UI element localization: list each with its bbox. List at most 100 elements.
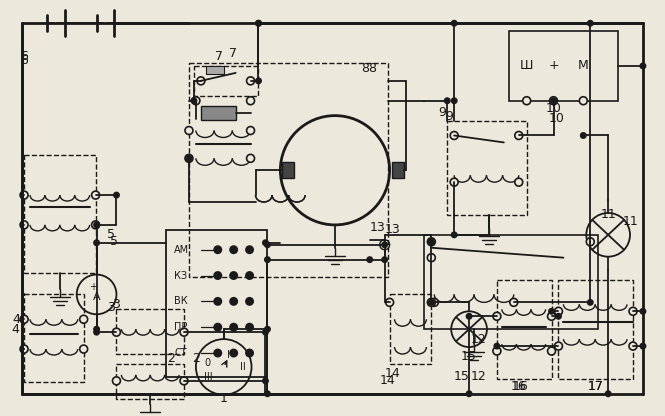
Text: 2: 2	[192, 352, 200, 366]
Circle shape	[247, 126, 255, 134]
Text: ВК: ВК	[174, 296, 188, 306]
Circle shape	[430, 298, 438, 306]
Circle shape	[548, 308, 555, 315]
Text: 17: 17	[587, 380, 603, 393]
Circle shape	[264, 326, 271, 333]
Text: 3: 3	[112, 298, 120, 311]
Circle shape	[213, 271, 222, 280]
Circle shape	[92, 191, 100, 199]
Text: I: I	[227, 350, 230, 360]
Bar	[448, 121, 527, 215]
Circle shape	[245, 271, 254, 280]
Text: 13: 13	[370, 221, 386, 234]
Circle shape	[366, 256, 373, 263]
Circle shape	[580, 132, 587, 139]
Text: 7: 7	[215, 50, 223, 62]
Circle shape	[180, 377, 188, 385]
Circle shape	[20, 345, 28, 353]
Bar	[201, 106, 235, 119]
Bar	[390, 295, 432, 364]
Circle shape	[93, 326, 100, 333]
Text: 7: 7	[229, 47, 237, 59]
Circle shape	[465, 390, 473, 397]
Text: 9: 9	[446, 110, 453, 123]
Circle shape	[428, 298, 436, 306]
Circle shape	[245, 245, 254, 254]
Text: 5: 5	[108, 228, 116, 241]
Text: 6: 6	[20, 54, 28, 67]
Circle shape	[255, 20, 262, 27]
Circle shape	[92, 221, 100, 229]
Circle shape	[510, 298, 518, 306]
Bar	[189, 63, 388, 277]
Circle shape	[112, 328, 120, 336]
Circle shape	[382, 242, 387, 247]
Circle shape	[213, 323, 222, 332]
Circle shape	[185, 154, 193, 162]
Circle shape	[493, 347, 501, 355]
Circle shape	[180, 328, 188, 336]
Circle shape	[629, 307, 637, 315]
Bar	[206, 66, 223, 74]
Text: 10: 10	[549, 112, 565, 125]
Circle shape	[547, 347, 555, 355]
Circle shape	[428, 238, 435, 245]
Circle shape	[213, 349, 222, 357]
Circle shape	[428, 238, 435, 245]
Text: 2: 2	[167, 352, 175, 366]
Text: М: М	[578, 59, 589, 72]
Circle shape	[604, 390, 612, 397]
Text: 16: 16	[513, 380, 529, 393]
Text: АМ: АМ	[174, 245, 189, 255]
Circle shape	[255, 77, 262, 84]
Circle shape	[451, 97, 458, 104]
Circle shape	[229, 323, 238, 332]
Text: 0: 0	[205, 358, 211, 368]
Bar	[497, 280, 551, 379]
Text: 15: 15	[454, 370, 469, 384]
Text: 14: 14	[380, 374, 396, 387]
Text: КЗ: КЗ	[174, 270, 187, 280]
Circle shape	[93, 239, 100, 246]
Text: III: III	[203, 372, 212, 382]
Text: 11: 11	[622, 215, 638, 228]
Bar	[24, 155, 96, 272]
Circle shape	[381, 241, 388, 248]
Text: 16: 16	[511, 380, 527, 393]
Text: 15: 15	[461, 351, 477, 364]
Bar	[392, 162, 404, 178]
Circle shape	[428, 254, 436, 262]
Circle shape	[245, 297, 254, 306]
Circle shape	[247, 154, 255, 162]
Circle shape	[229, 245, 238, 254]
Circle shape	[515, 178, 523, 186]
Circle shape	[245, 349, 254, 357]
Circle shape	[262, 377, 269, 384]
Circle shape	[493, 312, 501, 320]
Circle shape	[444, 97, 451, 104]
Circle shape	[190, 97, 198, 104]
Circle shape	[197, 77, 205, 85]
Text: 9: 9	[438, 106, 446, 119]
Circle shape	[213, 297, 222, 306]
Text: 8: 8	[368, 62, 376, 75]
Circle shape	[20, 191, 28, 199]
Circle shape	[451, 231, 458, 238]
Circle shape	[523, 97, 531, 105]
Text: +: +	[548, 59, 559, 72]
Circle shape	[93, 221, 100, 228]
Circle shape	[451, 20, 458, 27]
Bar	[24, 295, 84, 382]
Circle shape	[247, 97, 255, 105]
Circle shape	[465, 313, 473, 320]
Text: 4: 4	[12, 313, 20, 326]
Circle shape	[450, 178, 458, 186]
Circle shape	[213, 245, 222, 254]
Text: 12: 12	[471, 333, 487, 346]
Circle shape	[264, 241, 271, 248]
Circle shape	[587, 20, 594, 27]
Text: 13: 13	[385, 223, 400, 236]
Circle shape	[93, 329, 100, 336]
Text: 6: 6	[20, 50, 28, 62]
Text: +: +	[88, 282, 96, 292]
